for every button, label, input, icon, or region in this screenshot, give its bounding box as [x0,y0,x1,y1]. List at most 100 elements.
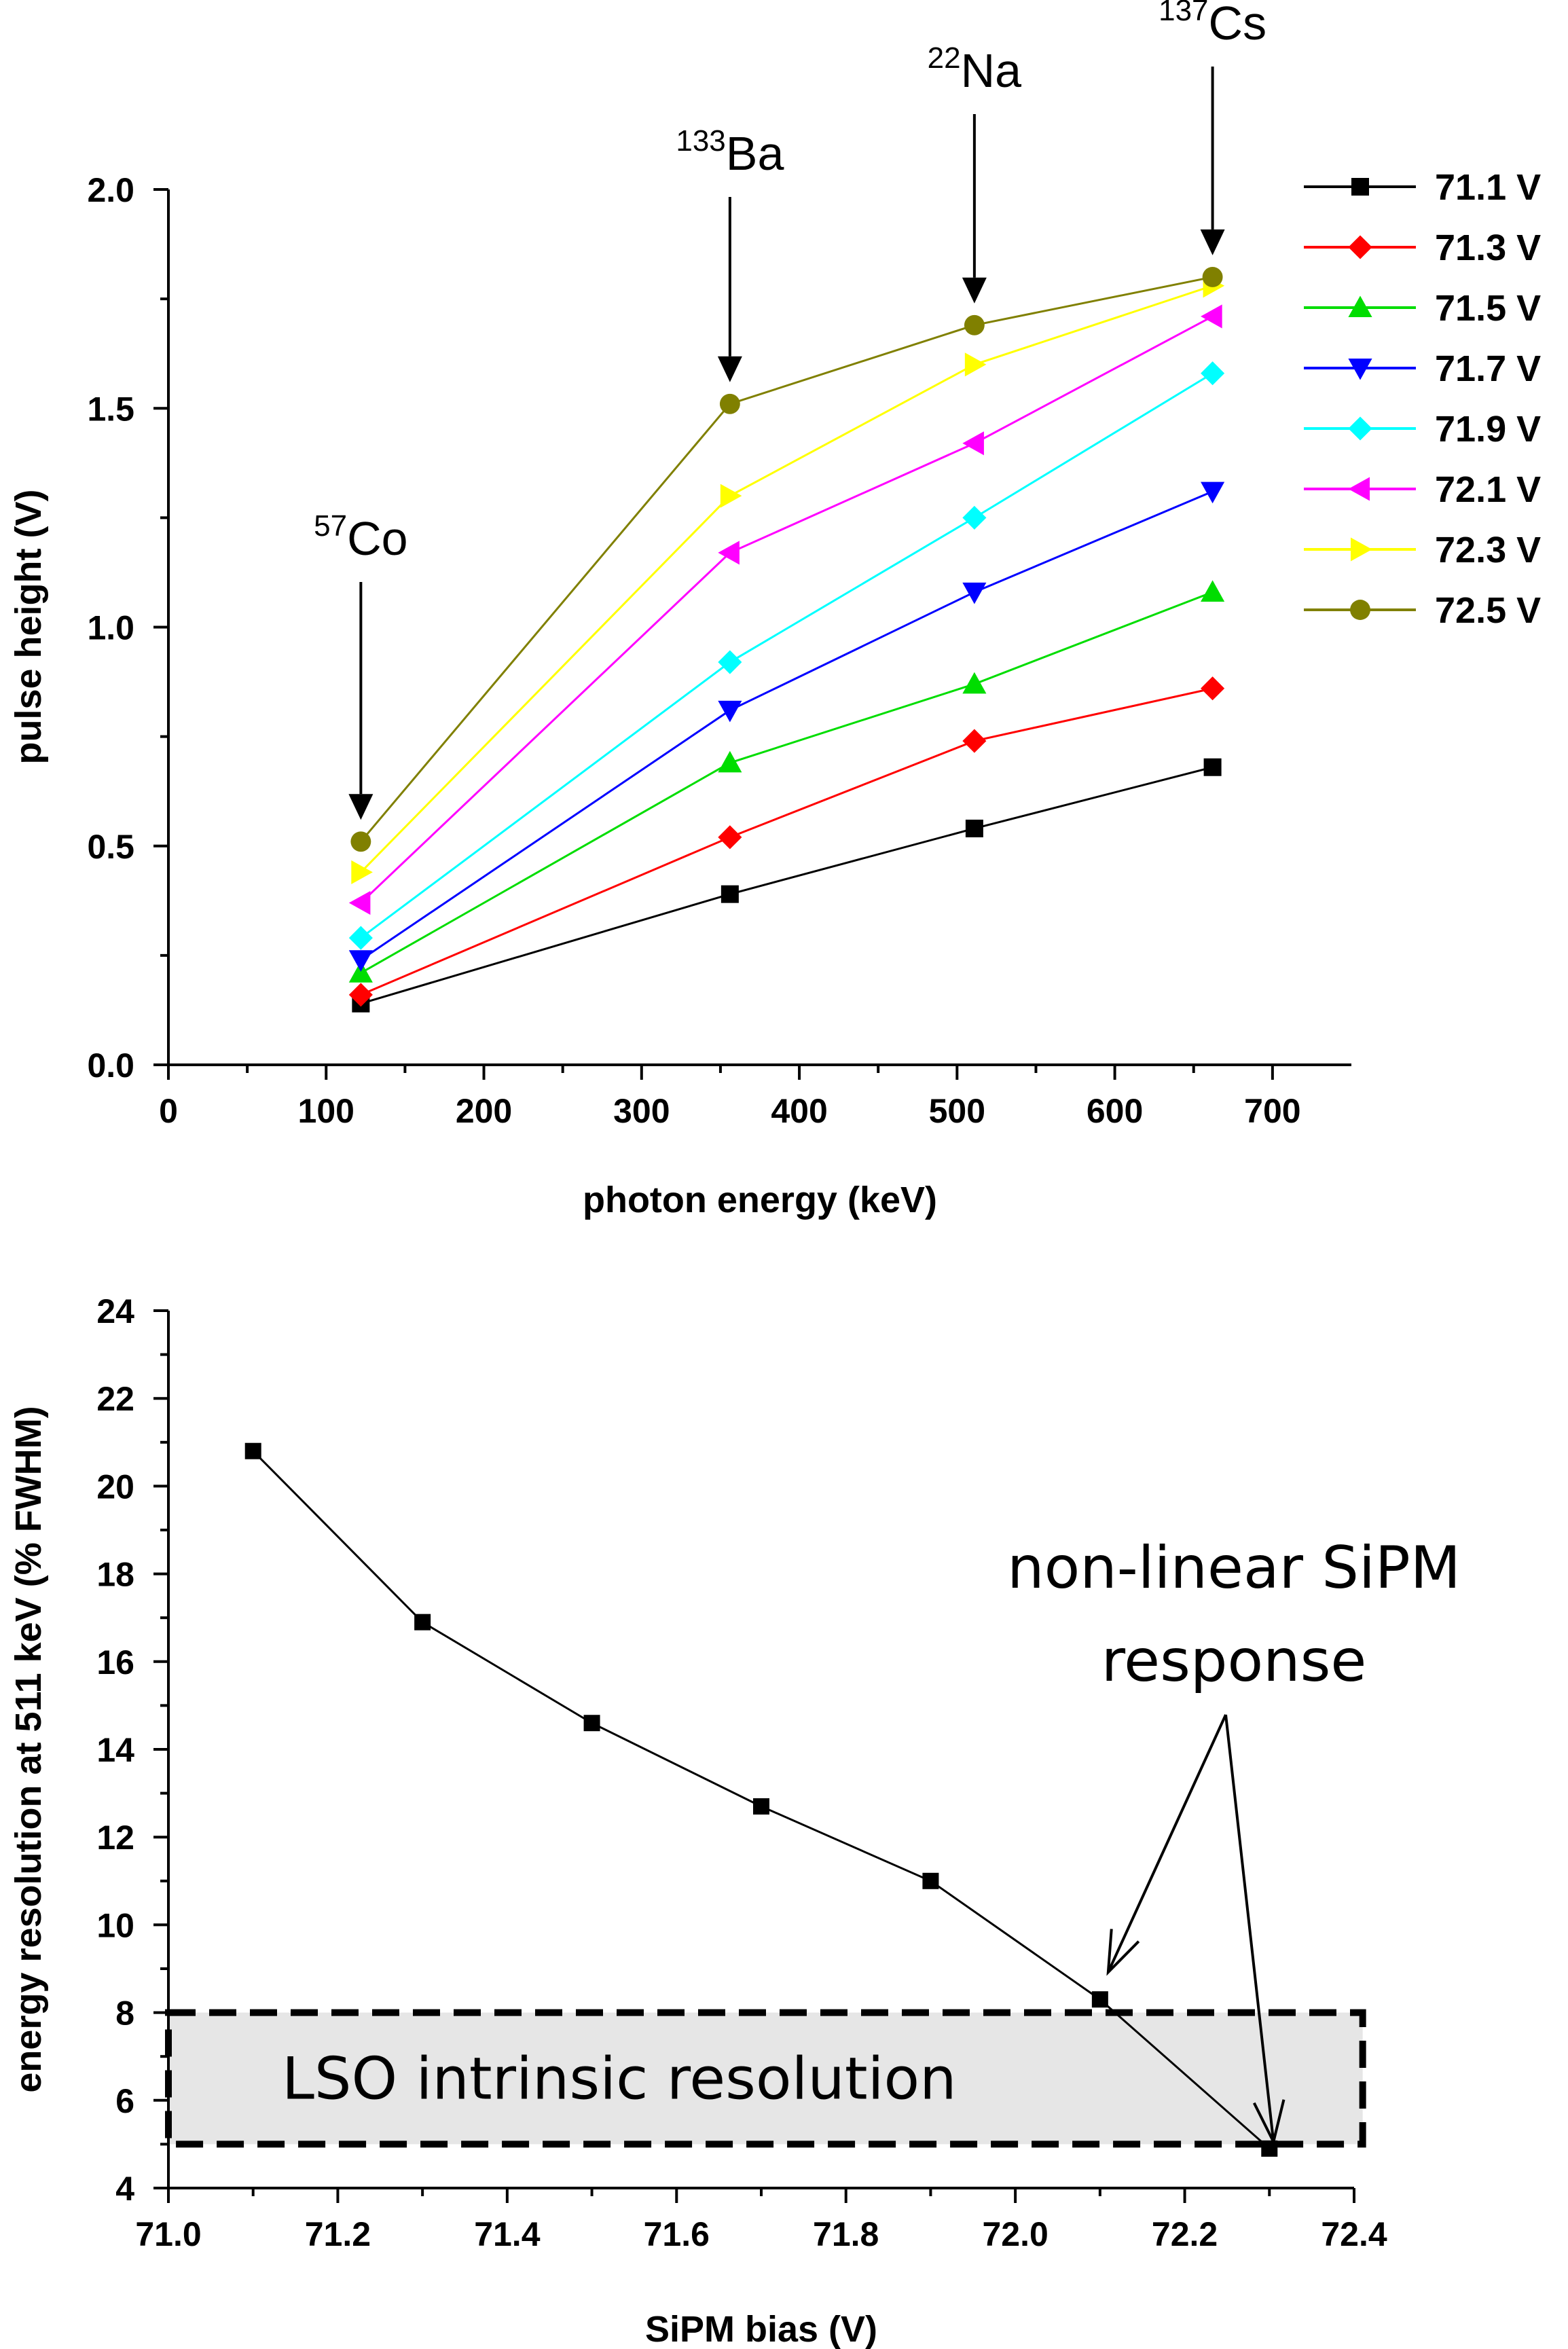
top-data-point [964,352,987,377]
top-y-axis-title: pulse height (V) [8,490,49,765]
isotope-mass: 22 [928,41,961,75]
top-y-tick-label: 0.0 [87,1046,134,1085]
isotope-label: 22Na [928,41,1022,97]
bottom-data-point [414,1614,431,1631]
top-data-point [718,700,742,723]
bottom-x-tick-label: 71.6 [644,2215,710,2253]
bottom-data-point [1091,1991,1108,2008]
bottom-x-tick-label: 71.2 [305,2215,371,2253]
top-data-point [962,729,987,753]
bottom-y-tick-label: 8 [115,1995,134,2033]
legend-entry: 71.7 V [1304,348,1541,389]
isotope-arrow [717,197,742,382]
nonlinear-arrow-2 [1224,1714,1286,2146]
isotope-label: 133Ba [676,124,784,180]
bottom-y-tick-label: 6 [115,2082,134,2120]
legend-marker [1350,537,1372,562]
top-data-point [348,983,373,1007]
top-data-point [1202,266,1223,287]
legend-label: 71.9 V [1435,409,1541,450]
top-legend: 71.1 V 71.3 V 71.5 V 71.7 V 71.9 V 72.1 V 72.3… [1304,167,1541,631]
top-data-point [721,885,739,903]
pulse-height-chart: 0 100 200 300 400 500 600 700 0.0 0.5 1.0 1.5 2.0 57… [8,0,1541,1220]
legend-label: 72.3 V [1435,530,1541,570]
top-data-point [718,541,740,565]
isotope-arrow [1200,67,1225,255]
bottom-data-point [753,1798,769,1815]
legend-marker [1351,178,1369,196]
top-x-tick-label: 100 [298,1092,354,1130]
bottom-x-tick-label: 71.0 [135,2215,201,2253]
bottom-y-tick-label: 16 [96,1643,134,1681]
legend-entry: 71.1 V [1304,167,1541,208]
top-data-point [1201,481,1225,504]
bottom-x-tick-label: 71.8 [813,2215,879,2253]
top-data-point [350,831,371,852]
top-data-point [348,890,371,915]
top-y-tick-label: 1.0 [87,609,134,647]
nonlinear-arrow-1-shaft [1107,1714,1227,1973]
bottom-data-point [583,1715,600,1732]
bottom-y-tick-label: 22 [96,1380,134,1418]
legend-entry: 71.3 V [1304,227,1541,268]
top-data-point [718,750,742,773]
legend-label: 71.1 V [1435,167,1541,208]
top-series-line [360,687,1213,996]
isotope-label: 57Co [314,509,407,565]
top-data-point [348,950,373,972]
top-data-point [1203,758,1222,776]
top-data-point [719,393,740,414]
legend-entry: 71.5 V [1304,288,1541,329]
legend-marker [1348,358,1372,380]
top-x-tick-label: 500 [929,1092,985,1130]
top-x-tick-label: 400 [771,1092,827,1130]
isotope-mass: 137 [1159,0,1208,27]
legend-marker [1348,235,1372,259]
isotope-arrow-head [1200,229,1225,255]
bottom-y-tick-label: 18 [96,1556,134,1594]
isotope-label: 137Cs [1159,0,1266,50]
top-x-tick-label: 700 [1244,1092,1300,1130]
top-data-point [962,431,984,456]
top-data-point [720,484,742,508]
top-series-line [360,372,1214,939]
top-data-point [718,650,742,674]
top-data-point [962,582,987,604]
top-data-point [962,672,987,694]
bottom-x-tick-label: 72.0 [982,2215,1048,2253]
top-data-point [1201,676,1225,701]
legend-label: 71.5 V [1435,288,1541,329]
bottom-y-tick-label: 4 [115,2170,134,2208]
isotope-arrow-head [717,356,742,382]
top-data-point [962,505,987,530]
bottom-data-point [922,1872,939,1889]
legend-marker [1348,295,1372,318]
bottom-y-tick-label: 14 [96,1731,134,1769]
bottom-y-tick-label: 20 [96,1468,134,1506]
top-series-line [360,276,1213,843]
top-data-point [965,819,983,837]
isotope-arrow-head [962,277,987,304]
isotope-arrow [348,582,373,820]
top-data-point [718,825,742,850]
top-series-line [360,285,1214,873]
legend-entry: 72.1 V [1304,469,1541,510]
top-y-tick-label: 2.0 [87,171,134,209]
top-series-line [360,315,1214,904]
top-series-line [360,490,1214,961]
top-x-tick-label: 0 [159,1092,178,1130]
top-data-point [1201,361,1225,386]
legend-entry: 72.3 V [1304,530,1541,570]
lso-resolution-band [165,2009,1366,2148]
isotope-mass: 133 [676,124,725,158]
nonlinear-arrow-1-head [1106,1929,1140,1976]
bottom-x-tick-label: 71.4 [474,2215,541,2253]
lso-resolution-label: LSO intrinsic resolution [282,2045,957,2113]
top-data-point [964,314,985,335]
top-x-axis-title: photon energy (keV) [583,1180,937,1220]
top-data-point [348,926,373,950]
top-y-tick-label: 1.5 [87,390,134,428]
legend-marker [1348,416,1372,441]
legend-label: 71.3 V [1435,227,1541,268]
